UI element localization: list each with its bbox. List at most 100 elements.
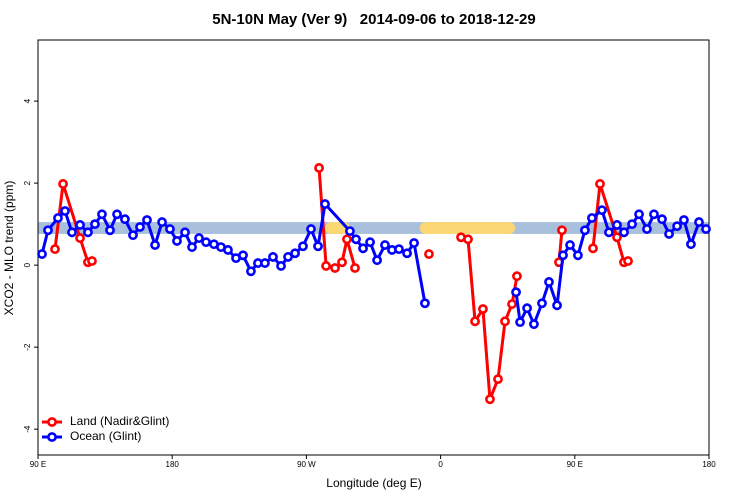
data-point — [306, 224, 316, 234]
data-point — [97, 209, 107, 220]
data-point — [58, 179, 68, 189]
data-point — [612, 232, 622, 243]
data-point — [515, 317, 525, 328]
data-point — [53, 213, 63, 223]
data-point — [657, 214, 667, 225]
data-point — [612, 220, 622, 230]
data-point — [128, 230, 138, 241]
data-point — [463, 234, 473, 245]
data-point — [313, 241, 323, 252]
data-point — [634, 209, 644, 220]
data-point — [544, 277, 554, 287]
data-point — [587, 213, 597, 223]
x-tick-label: 90 E — [30, 460, 46, 469]
data-point — [238, 250, 248, 261]
data-point — [580, 225, 590, 236]
x-tick-label: 0 — [438, 460, 443, 469]
data-point — [507, 299, 517, 309]
data-point — [478, 304, 488, 314]
data-point — [500, 316, 510, 327]
data-point — [424, 249, 434, 259]
data-point — [627, 219, 637, 230]
data-point — [223, 245, 233, 255]
data-point — [298, 241, 308, 252]
data-point — [320, 199, 330, 209]
data-point — [380, 240, 390, 250]
data-point — [372, 255, 382, 266]
data-point — [180, 227, 190, 238]
data-point — [187, 242, 197, 252]
data-point — [330, 263, 340, 273]
plot-frame — [37, 39, 710, 456]
data-point — [604, 227, 614, 238]
data-point — [522, 303, 532, 314]
data-point — [409, 238, 419, 248]
series-line — [40, 202, 427, 304]
data-point — [672, 221, 682, 232]
data-point — [246, 266, 256, 277]
data-point — [394, 244, 404, 255]
legend-marker — [47, 417, 57, 427]
data-point — [105, 225, 115, 236]
data-point — [60, 206, 70, 216]
y-tick-label: -2 — [23, 343, 32, 351]
data-point — [573, 250, 583, 261]
data-point — [150, 240, 160, 250]
data-point — [402, 248, 412, 259]
data-point — [37, 249, 47, 259]
x-tick-label: 90 W — [297, 460, 316, 469]
data-point — [679, 215, 689, 225]
x-tick-label: 90 E — [567, 460, 583, 469]
data-point — [512, 271, 522, 282]
data-point — [165, 224, 175, 234]
data-point — [619, 227, 629, 238]
data-point — [537, 298, 547, 309]
data-point — [276, 261, 286, 271]
y-tick-label: 0 — [23, 262, 32, 267]
band-highlight — [419, 222, 516, 234]
data-point — [470, 316, 480, 327]
data-point — [120, 214, 130, 225]
x-axis-label: Longitude (deg E) — [326, 476, 421, 490]
data-point — [664, 229, 674, 239]
y-tick-label: 2 — [23, 180, 32, 185]
data-point — [172, 236, 182, 246]
data-point — [493, 374, 503, 385]
data-point — [485, 394, 495, 405]
data-point — [50, 244, 60, 255]
data-point — [194, 233, 204, 243]
legend-marker — [47, 432, 57, 442]
data-point — [75, 233, 85, 243]
data-point — [201, 237, 211, 248]
data-point — [565, 240, 575, 250]
data-point — [529, 319, 539, 330]
data-point — [595, 179, 605, 189]
data-point — [694, 217, 704, 227]
x-tick-label: 180 — [166, 460, 180, 469]
data-point — [342, 234, 352, 245]
data-point — [321, 261, 331, 271]
data-point — [557, 225, 567, 236]
data-point — [87, 256, 97, 266]
data-point — [157, 217, 167, 227]
data-point — [686, 239, 696, 250]
data-point — [337, 257, 347, 268]
data-point — [283, 252, 293, 262]
data-point — [420, 298, 430, 309]
chart-title: 5N-10N May (Ver 9) 2014-09-06 to 2018-12… — [212, 11, 536, 28]
data-point — [67, 227, 77, 238]
data-point — [558, 250, 568, 261]
data-point — [314, 163, 324, 173]
data-point — [290, 248, 300, 259]
data-point — [83, 227, 93, 238]
data-point — [75, 220, 85, 230]
data-point — [597, 205, 607, 216]
data-point — [142, 215, 152, 225]
reference-band — [38, 222, 709, 234]
data-point — [260, 258, 270, 268]
data-point — [345, 226, 355, 236]
data-point — [552, 300, 562, 311]
data-point — [642, 224, 652, 234]
legend-label: Ocean (Glint) — [70, 429, 141, 443]
